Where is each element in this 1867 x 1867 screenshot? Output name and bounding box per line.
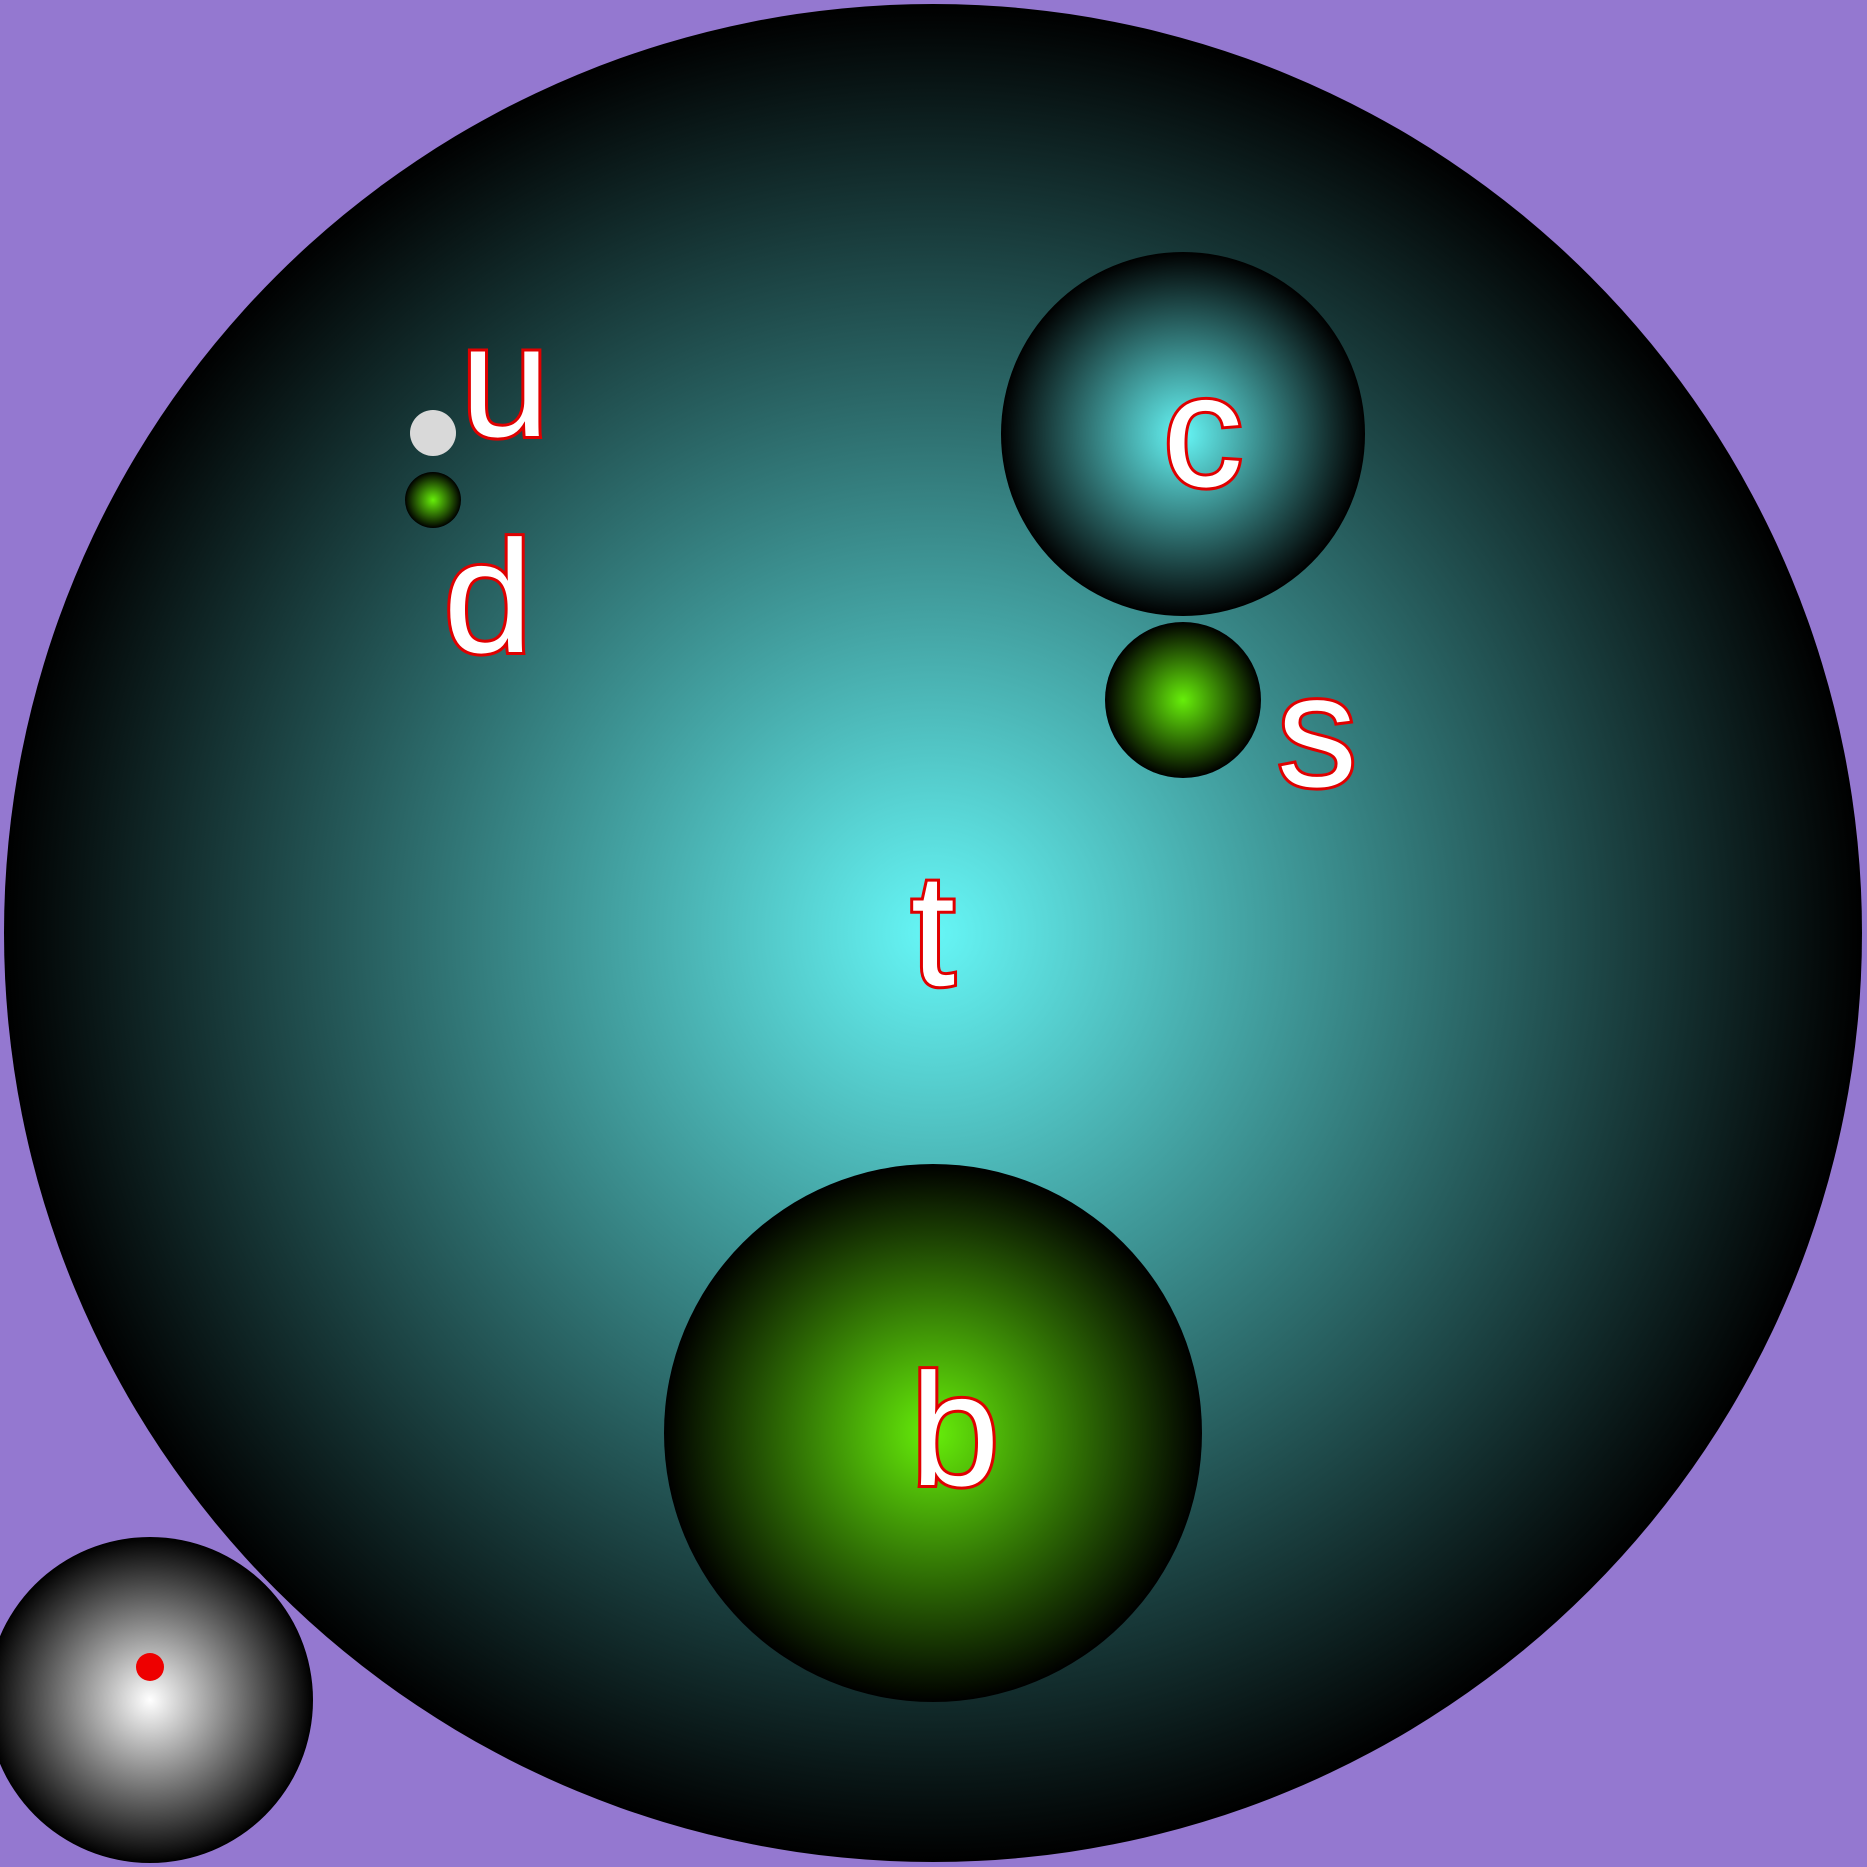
label-s: s <box>1277 641 1357 820</box>
gray-dot-u[interactable] <box>410 410 456 456</box>
label-t: t <box>911 840 955 1019</box>
label-c: c <box>1163 341 1243 520</box>
player-circle[interactable] <box>0 1537 313 1863</box>
green-circle-s[interactable] <box>1105 622 1261 778</box>
label-u: u <box>461 291 550 470</box>
label-d: d <box>444 507 533 686</box>
player-marker <box>136 1653 164 1681</box>
label-b: b <box>911 1340 1000 1519</box>
